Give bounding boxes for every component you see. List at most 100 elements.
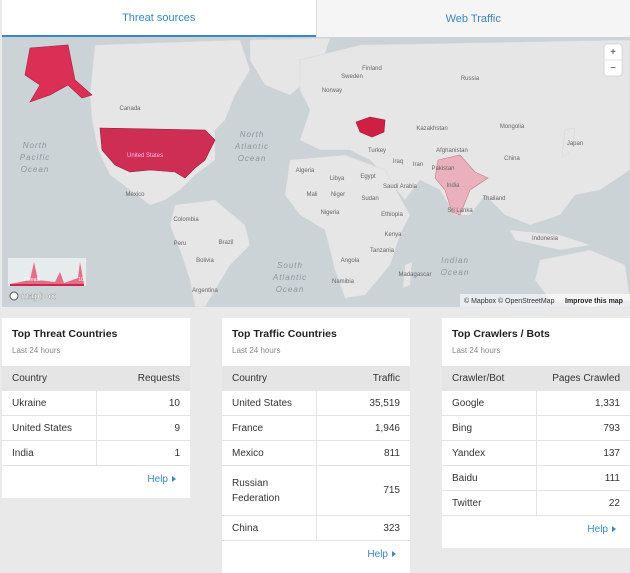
- logo-text: mapbox: [21, 291, 56, 301]
- map-label: Russia: [461, 76, 480, 82]
- cell-label: Russian Federation: [222, 466, 317, 516]
- cell-label: Twitter: [442, 491, 537, 516]
- cell-value: 111: [537, 466, 630, 491]
- cell-label: India: [2, 441, 97, 466]
- cell-label: United States: [2, 416, 97, 441]
- map-label: Canada: [119, 106, 141, 112]
- legend-max: 10: [78, 277, 84, 283]
- column-header: Crawler/Bot: [442, 366, 537, 391]
- cell-label: United States: [222, 391, 317, 416]
- map-label: Finland: [362, 66, 382, 72]
- cell-value: 22: [537, 491, 630, 516]
- map-label: Afghanistan: [436, 148, 468, 154]
- column-header: Requests: [97, 366, 191, 391]
- card-title: Top Traffic Countries: [232, 328, 337, 340]
- map-label: Pakistan: [431, 166, 454, 172]
- map-label: Angola: [341, 258, 360, 264]
- card: Top Traffic Countries Last 24 hours Countr…: [222, 318, 410, 573]
- cell-value: 1: [97, 441, 191, 466]
- ocean-label: South: [277, 261, 303, 270]
- ocean-label: North: [240, 130, 265, 139]
- map-label: Tanzania: [370, 248, 395, 254]
- ocean-label: Ocean: [21, 165, 50, 174]
- map-svg: Canada United States Mexico Colombia Bra…: [2, 37, 630, 307]
- map-label: Turkey: [368, 148, 386, 154]
- cell-value: 715: [317, 466, 411, 516]
- card-title: Top Crawlers / Bots: [452, 328, 550, 340]
- cell-label: Bing: [442, 416, 537, 441]
- help-link[interactable]: Help: [147, 474, 176, 485]
- map-label: India: [446, 183, 460, 189]
- map-label: Thailand: [482, 196, 505, 202]
- map: Canada United States Mexico Colombia Bra…: [2, 37, 630, 307]
- help-link[interactable]: Help: [587, 524, 616, 535]
- legend-label: Threats: [24, 277, 41, 283]
- card-title: Top Threat Countries: [12, 328, 117, 340]
- tab-bar: Threat sources Web Traffic: [2, 0, 630, 37]
- cell-label: Mexico: [222, 441, 317, 466]
- map-label: Peru: [174, 241, 187, 247]
- attribution: © Mapbox © OpenStreetMap: [464, 297, 555, 305]
- map-label: Nigeria: [320, 210, 340, 216]
- map-label: Namibia: [332, 279, 355, 285]
- zoom-control: + −: [604, 44, 622, 76]
- map-label: Kazakhstan: [416, 126, 447, 132]
- column-header: Country: [222, 366, 317, 391]
- legend-scale: [10, 284, 84, 286]
- cell-value: 10: [97, 391, 191, 416]
- tab[interactable]: Threat sources: [2, 0, 316, 37]
- ocean-label: Pacific: [20, 153, 51, 162]
- map-label: Saudi Arabia: [383, 184, 418, 190]
- ocean-label: Ocean: [276, 285, 305, 294]
- cell-value: 1,331: [537, 391, 630, 416]
- ocean-label: Ocean: [238, 154, 267, 163]
- map-label: Colombia: [173, 217, 199, 223]
- map-label: Mexico: [125, 192, 145, 198]
- zoom-out[interactable]: −: [610, 63, 616, 74]
- map-label: Ethiopia: [381, 212, 403, 218]
- zoom-in[interactable]: +: [610, 47, 616, 58]
- cell-value: 323: [317, 516, 411, 541]
- map-label: Libya: [330, 176, 345, 182]
- cell-label: Baidu: [442, 466, 537, 491]
- cell-value: 9: [97, 416, 191, 441]
- mapbox-logo: mapbox: [10, 291, 56, 301]
- improve-link[interactable]: Improve this map: [565, 298, 623, 305]
- cell-label: Ukraine: [2, 391, 97, 416]
- map-label: Brazil: [218, 240, 233, 246]
- cell-label: China: [222, 516, 317, 541]
- cell-value: 1,946: [317, 416, 411, 441]
- card-subtitle: Last 24 hours: [232, 346, 280, 355]
- column-header: Traffic: [317, 366, 411, 391]
- ocean-label: Indian: [441, 256, 469, 265]
- map-label: Bolivia: [196, 258, 214, 264]
- ocean-label: North: [23, 141, 48, 150]
- tab[interactable]: Web Traffic: [316, 0, 630, 37]
- ocean-label: Atlantic: [234, 142, 269, 151]
- page: { "tabs": ["Threat sources", "Web Traffi…: [0, 0, 630, 555]
- map-label: Indonesia: [532, 236, 559, 242]
- map-label: United States: [127, 153, 163, 159]
- map-label: Kenya: [384, 232, 402, 238]
- map-label: Egypt: [360, 174, 376, 180]
- map-label: Iran: [413, 162, 423, 168]
